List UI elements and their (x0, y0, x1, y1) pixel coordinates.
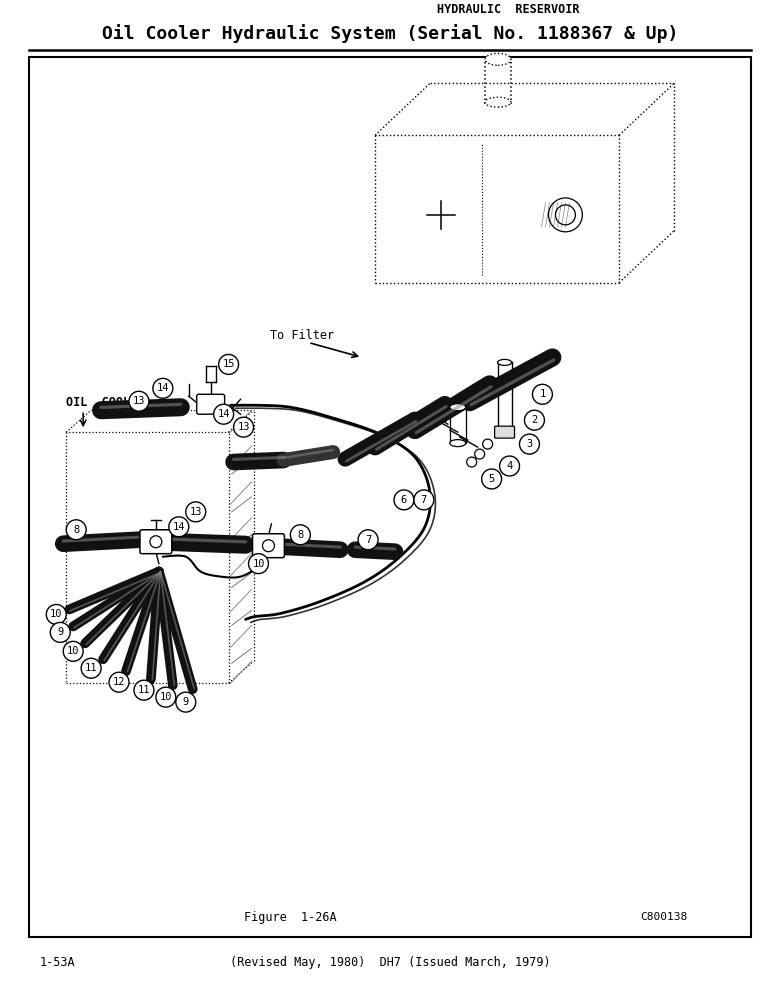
FancyBboxPatch shape (140, 530, 172, 554)
Text: Oil Cooler Hydraulic System (Serial No. 1188367 & Up): Oil Cooler Hydraulic System (Serial No. … (102, 24, 678, 43)
Text: 10: 10 (50, 609, 62, 619)
Text: 8: 8 (297, 530, 303, 540)
Text: 7: 7 (420, 495, 427, 505)
Circle shape (66, 520, 86, 540)
Circle shape (475, 449, 484, 459)
Circle shape (109, 672, 129, 692)
Text: 12: 12 (113, 677, 126, 687)
Ellipse shape (485, 53, 511, 65)
Ellipse shape (450, 404, 466, 411)
Text: 3: 3 (526, 439, 533, 449)
Text: 9: 9 (183, 697, 189, 707)
FancyBboxPatch shape (197, 394, 225, 414)
Text: 8: 8 (73, 525, 80, 535)
Circle shape (150, 536, 162, 548)
Text: 10: 10 (252, 559, 264, 569)
Bar (30, 57, 750, 937)
Circle shape (218, 354, 239, 374)
Text: 2: 2 (531, 415, 537, 425)
Ellipse shape (498, 359, 512, 365)
Circle shape (519, 434, 540, 454)
Text: 14: 14 (218, 409, 230, 419)
Text: 4: 4 (506, 461, 512, 471)
Text: 13: 13 (133, 396, 145, 406)
Text: 9: 9 (57, 627, 63, 637)
Circle shape (524, 410, 544, 430)
Ellipse shape (485, 97, 511, 107)
Text: To Filter: To Filter (271, 329, 335, 342)
Text: 14: 14 (172, 522, 185, 532)
Circle shape (176, 692, 196, 712)
Text: OIL  COOLER: OIL COOLER (66, 396, 144, 409)
Text: 13: 13 (190, 507, 202, 517)
FancyBboxPatch shape (495, 426, 515, 438)
Circle shape (499, 456, 519, 476)
Circle shape (358, 530, 378, 550)
Text: 11: 11 (138, 685, 151, 695)
Circle shape (153, 378, 173, 398)
Circle shape (555, 205, 576, 225)
Text: Figure  1-26A: Figure 1-26A (244, 911, 337, 924)
Circle shape (46, 604, 66, 624)
Text: 13: 13 (237, 422, 250, 432)
Circle shape (290, 525, 310, 545)
Circle shape (533, 384, 552, 404)
Circle shape (482, 469, 502, 489)
Circle shape (466, 457, 477, 467)
Text: (Revised May, 1980)  DH7 (Issued March, 1979): (Revised May, 1980) DH7 (Issued March, 1… (229, 956, 551, 969)
Text: 11: 11 (85, 663, 98, 673)
Circle shape (186, 502, 206, 522)
Circle shape (81, 658, 101, 678)
Text: 1: 1 (539, 389, 545, 399)
Circle shape (63, 641, 83, 661)
Circle shape (233, 417, 254, 437)
Circle shape (168, 517, 189, 537)
Circle shape (249, 554, 268, 574)
FancyBboxPatch shape (253, 534, 285, 558)
Circle shape (263, 540, 275, 552)
Text: 14: 14 (157, 383, 169, 393)
Circle shape (548, 198, 583, 232)
Text: HYDRAULIC  RESERVOIR: HYDRAULIC RESERVOIR (438, 3, 580, 16)
Circle shape (483, 439, 493, 449)
Text: 6: 6 (401, 495, 407, 505)
Text: 15: 15 (222, 359, 235, 369)
Circle shape (414, 490, 434, 510)
Circle shape (156, 687, 176, 707)
Ellipse shape (450, 440, 466, 447)
Circle shape (129, 391, 149, 411)
Text: 5: 5 (488, 474, 495, 484)
Circle shape (134, 680, 154, 700)
Text: C800138: C800138 (640, 912, 688, 922)
Text: 10: 10 (160, 692, 172, 702)
Circle shape (214, 404, 233, 424)
Text: 7: 7 (365, 535, 371, 545)
Circle shape (50, 622, 70, 642)
Text: 1-53A: 1-53A (39, 956, 75, 969)
Circle shape (394, 490, 414, 510)
Text: 10: 10 (67, 646, 80, 656)
